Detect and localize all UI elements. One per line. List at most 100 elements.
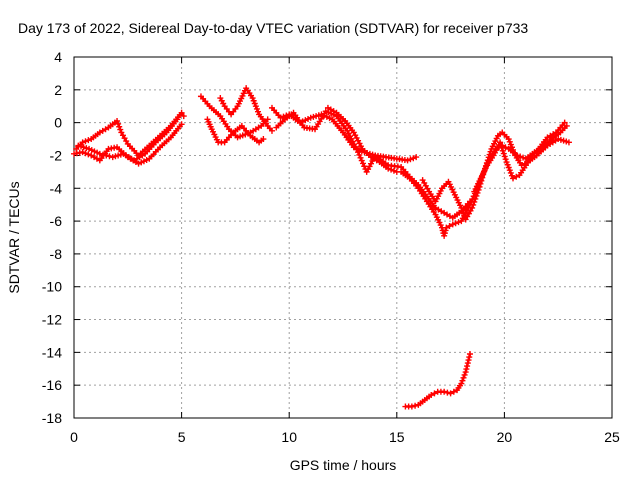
data-point-marker bbox=[180, 113, 187, 120]
y-tick-label: -8 bbox=[50, 246, 63, 262]
series-track-i bbox=[324, 104, 400, 175]
y-tick-label: -4 bbox=[50, 180, 63, 196]
data-point-marker bbox=[388, 166, 395, 173]
chart-title: Day 173 of 2022, Sidereal Day-to-day VTE… bbox=[18, 20, 528, 36]
data-point-marker bbox=[174, 116, 181, 123]
data-point-marker bbox=[116, 123, 123, 130]
data-point-marker bbox=[507, 169, 514, 176]
data-point-marker bbox=[82, 150, 89, 157]
series-track-c bbox=[75, 116, 181, 164]
x-tick-label: 5 bbox=[178, 429, 186, 445]
data-point-marker bbox=[441, 388, 448, 395]
data-point-marker bbox=[404, 157, 411, 164]
series-track-l bbox=[471, 119, 568, 195]
y-axis-label: SDTVAR / TECUs bbox=[6, 181, 22, 293]
data-point-marker bbox=[505, 164, 512, 171]
data-point-marker bbox=[441, 230, 448, 237]
y-tick-label: 2 bbox=[54, 82, 62, 98]
y-tick-label: -10 bbox=[42, 279, 62, 295]
y-tick-label: -6 bbox=[50, 213, 63, 229]
data-point-marker bbox=[459, 377, 466, 384]
data-point-marker bbox=[455, 219, 462, 226]
grid bbox=[74, 57, 612, 418]
data-point-marker bbox=[520, 154, 527, 161]
data-point-marker bbox=[115, 120, 122, 127]
data-point-marker bbox=[487, 148, 494, 155]
data-point-marker bbox=[268, 127, 275, 134]
data-point-marker bbox=[357, 154, 364, 161]
data-point-marker bbox=[413, 154, 420, 161]
data-point-marker bbox=[85, 137, 92, 144]
data-point-marker bbox=[511, 149, 518, 156]
data-point-marker bbox=[561, 119, 568, 126]
data-point-marker bbox=[506, 167, 513, 174]
data-point-marker bbox=[251, 100, 258, 107]
data-point-marker bbox=[502, 144, 509, 151]
data-point-marker bbox=[462, 369, 469, 376]
data-point-marker bbox=[356, 151, 363, 158]
x-axis-label: GPS time / hours bbox=[290, 457, 397, 473]
data-point-marker bbox=[103, 152, 110, 159]
series-track-a bbox=[73, 109, 187, 159]
data-point-marker bbox=[100, 151, 107, 158]
y-tick-label: -16 bbox=[42, 377, 62, 393]
data-point-marker bbox=[463, 366, 470, 373]
series-track-f bbox=[197, 93, 271, 141]
plot-frame bbox=[73, 56, 613, 419]
data-point-marker bbox=[450, 388, 457, 395]
data-point-marker bbox=[106, 153, 113, 160]
y-tick-label: -14 bbox=[42, 344, 62, 360]
data-point-marker bbox=[498, 144, 505, 151]
data-point-marker bbox=[464, 360, 471, 367]
data-point-marker bbox=[498, 142, 505, 149]
data-series bbox=[71, 85, 572, 410]
data-point-marker bbox=[452, 220, 459, 227]
data-point-marker bbox=[474, 189, 481, 196]
x-tick-label: 10 bbox=[281, 429, 297, 445]
data-point-marker bbox=[277, 114, 284, 121]
data-point-marker bbox=[499, 147, 506, 154]
data-point-marker bbox=[458, 380, 465, 387]
data-point-marker bbox=[114, 117, 121, 124]
x-tick-label: 25 bbox=[604, 429, 620, 445]
data-point-marker bbox=[79, 149, 86, 156]
data-point-marker bbox=[502, 156, 509, 163]
data-point-marker bbox=[359, 160, 366, 167]
y-tick-label: -2 bbox=[50, 147, 63, 163]
series-track-h bbox=[273, 108, 473, 221]
data-point-marker bbox=[486, 151, 493, 158]
data-point-marker bbox=[441, 232, 448, 239]
data-point-marker bbox=[412, 402, 419, 409]
data-point-marker bbox=[361, 163, 368, 170]
data-point-marker bbox=[472, 195, 479, 202]
data-point-marker bbox=[469, 204, 476, 211]
x-tick-label: 0 bbox=[70, 429, 78, 445]
data-point-marker bbox=[466, 354, 473, 361]
data-point-marker bbox=[513, 173, 520, 180]
x-tick-label: 20 bbox=[497, 429, 513, 445]
data-point-marker bbox=[355, 149, 362, 156]
data-point-marker bbox=[563, 122, 570, 129]
series-track-k bbox=[419, 129, 572, 223]
data-point-marker bbox=[85, 151, 92, 158]
data-point-marker bbox=[508, 144, 515, 151]
data-point-marker bbox=[264, 116, 271, 123]
data-point-marker bbox=[465, 357, 472, 364]
y-tick-label: -12 bbox=[42, 312, 62, 328]
data-point-marker bbox=[508, 172, 515, 179]
data-point-marker bbox=[410, 155, 417, 162]
data-point-marker bbox=[249, 95, 256, 102]
data-point-marker bbox=[408, 403, 415, 410]
data-point-marker bbox=[505, 136, 512, 143]
data-point-marker bbox=[252, 103, 259, 110]
series-track-m bbox=[402, 351, 473, 410]
data-point-marker bbox=[466, 351, 473, 358]
data-point-marker bbox=[442, 227, 449, 234]
data-point-marker bbox=[460, 210, 467, 217]
data-point-marker bbox=[501, 153, 508, 160]
data-point-marker bbox=[500, 150, 507, 157]
y-tick-label: 4 bbox=[54, 49, 62, 65]
data-point-marker bbox=[428, 392, 435, 399]
